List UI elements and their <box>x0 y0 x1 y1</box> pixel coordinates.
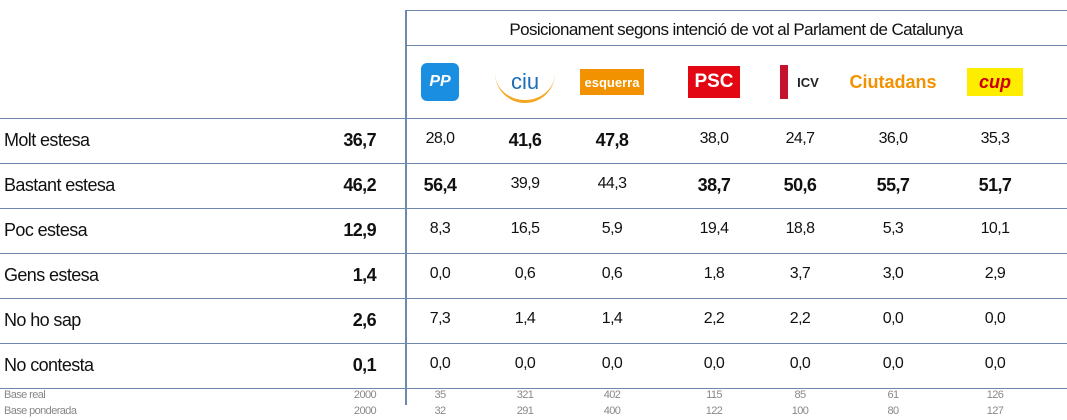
cell-value: 18,8 <box>785 220 815 237</box>
row-label: No ho sap <box>4 310 81 330</box>
cell-value: 41,6 <box>508 130 542 150</box>
cell-value: 1,4 <box>601 310 623 327</box>
row-label: Poc estesa <box>4 220 88 240</box>
rule <box>0 388 1067 389</box>
cell-value: 1,4 <box>514 310 536 327</box>
cell-value: 55,7 <box>876 175 910 195</box>
rule <box>405 10 407 405</box>
cell-value: 10,1 <box>980 220 1010 237</box>
base-value: 127 <box>986 405 1004 417</box>
base-value: 400 <box>603 405 621 417</box>
cell-value: 5,9 <box>601 220 623 237</box>
rule <box>405 45 1067 46</box>
total-value: 1,4 <box>352 265 377 285</box>
cell-value: 51,7 <box>978 175 1012 195</box>
base-total: 2000 <box>353 405 377 417</box>
base-value: 122 <box>705 405 723 417</box>
base-value: 61 <box>887 389 899 401</box>
base-label: Base ponderada <box>4 405 77 417</box>
base-value: 85 <box>794 389 806 401</box>
party-logo: ICV <box>780 65 828 99</box>
party-logo: cup <box>967 68 1023 96</box>
cell-value: 0,0 <box>429 265 451 282</box>
row-label: No contesta <box>4 355 94 375</box>
cell-value: 3,0 <box>882 265 904 282</box>
cell-value: 1,8 <box>703 265 725 282</box>
rule <box>405 10 1067 11</box>
rule <box>0 208 1067 209</box>
cell-value: 0,6 <box>514 265 536 282</box>
cell-value: 7,3 <box>429 310 451 327</box>
cell-value: 28,0 <box>425 130 455 147</box>
cell-value: 2,9 <box>984 265 1006 282</box>
party-logo: PSC <box>688 66 740 98</box>
cell-value: 5,3 <box>882 220 904 237</box>
party-logo: PP <box>421 63 459 101</box>
base-value: 291 <box>516 405 534 417</box>
cell-value: 0,0 <box>601 355 623 372</box>
base-value: 115 <box>706 389 722 401</box>
total-value: 2,6 <box>352 310 377 330</box>
cell-value: 47,8 <box>595 130 629 150</box>
row-label: Molt estesa <box>4 130 90 150</box>
cell-value: 0,0 <box>703 355 725 372</box>
row-label: Gens estesa <box>4 265 99 285</box>
cell-value: 0,0 <box>984 355 1006 372</box>
table-title: Posicionament segons intenció de vot al … <box>509 20 963 39</box>
base-value: 32 <box>434 405 446 417</box>
cell-value: 35,3 <box>980 130 1010 147</box>
cell-value: 38,0 <box>699 130 729 147</box>
base-label: Base real <box>4 389 46 401</box>
total-value: 12,9 <box>343 220 376 240</box>
cell-value: 0,0 <box>882 310 904 327</box>
cell-value: 50,6 <box>783 175 817 195</box>
rule <box>0 118 1067 119</box>
cell-value: 2,2 <box>789 310 811 327</box>
party-logo: ciu <box>495 64 555 103</box>
rule <box>0 253 1067 254</box>
cell-value: 44,3 <box>597 175 627 192</box>
total-value: 0,1 <box>352 355 377 375</box>
base-value: 100 <box>791 405 809 417</box>
cell-value: 0,0 <box>984 310 1006 327</box>
rule <box>0 163 1067 164</box>
cell-value: 2,2 <box>703 310 725 327</box>
base-value: 126 <box>986 389 1004 401</box>
base-value: 321 <box>516 389 534 401</box>
cell-value: 39,9 <box>510 175 540 192</box>
base-value: 35 <box>434 389 446 401</box>
cell-value: 38,7 <box>697 175 731 195</box>
cell-value: 36,0 <box>878 130 908 147</box>
cell-value: 16,5 <box>510 220 540 237</box>
cell-value: 0,6 <box>601 265 623 282</box>
total-value: 46,2 <box>343 175 376 195</box>
row-label: Bastant estesa <box>4 175 115 195</box>
cell-value: 56,4 <box>423 175 457 195</box>
cell-value: 0,0 <box>882 355 904 372</box>
cell-value: 24,7 <box>785 130 815 147</box>
base-value: 80 <box>887 405 899 417</box>
cell-value: 0,0 <box>514 355 536 372</box>
total-value: 36,7 <box>343 130 376 150</box>
cell-value: 19,4 <box>699 220 729 237</box>
cell-value: 3,7 <box>789 265 811 282</box>
base-total: 2000 <box>353 389 377 401</box>
party-logo: Ciutadans <box>849 71 937 92</box>
base-value: 402 <box>603 389 621 401</box>
rule <box>0 298 1067 299</box>
cell-value: 0,0 <box>429 355 451 372</box>
party-logo: esquerra <box>580 69 644 95</box>
cell-value: 8,3 <box>429 220 451 237</box>
cell-value: 0,0 <box>789 355 811 372</box>
rule <box>0 343 1067 344</box>
